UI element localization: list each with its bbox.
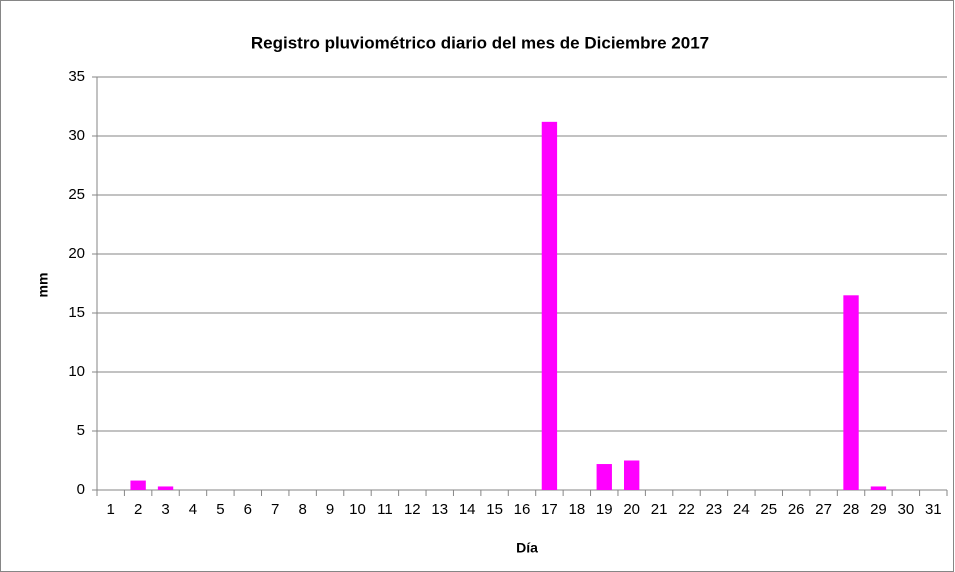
x-tick-label: 9: [326, 501, 334, 518]
y-tick-label: 0: [77, 481, 85, 498]
x-tick-label: 25: [760, 501, 777, 518]
y-tick-label: 25: [68, 186, 85, 203]
x-tick-label: 12: [404, 501, 421, 518]
x-tick-label: 16: [514, 501, 531, 518]
x-tick-label: 7: [271, 501, 279, 518]
x-tick-label: 13: [431, 501, 448, 518]
bar: [870, 486, 887, 490]
x-tick-label: 4: [189, 501, 197, 518]
x-tick-label: 14: [459, 501, 476, 518]
x-tick-label: 2: [134, 501, 142, 518]
y-tick-label: 30: [68, 127, 85, 144]
bar: [130, 480, 146, 490]
x-tick-label: 29: [870, 501, 887, 518]
x-tick-label: 11: [377, 501, 393, 518]
bar: [624, 460, 640, 490]
x-tick-label: 18: [568, 501, 585, 518]
y-tick-label: 15: [68, 304, 85, 321]
bar: [157, 486, 174, 490]
x-tick-label: 5: [216, 501, 224, 518]
x-tick-label: 28: [843, 501, 860, 518]
x-tick-label: 21: [651, 501, 668, 518]
y-tick-label: 10: [68, 363, 85, 380]
chart-title: Registro pluviométrico diario del mes de…: [251, 33, 709, 52]
x-tick-label: 31: [925, 501, 942, 518]
x-tick-label: 19: [596, 501, 613, 518]
bar: [596, 464, 612, 490]
x-tick-label: 3: [161, 501, 169, 518]
x-tick-label: 20: [623, 501, 640, 518]
bar: [541, 121, 558, 490]
x-axis-label: Día: [516, 540, 538, 556]
x-tick-label: 1: [107, 501, 115, 518]
x-tick-label: 15: [486, 501, 503, 518]
y-tick-label: 35: [68, 68, 85, 85]
y-axis-label: mm: [35, 273, 51, 298]
bar: [843, 295, 859, 490]
x-tick-label: 23: [706, 501, 723, 518]
x-tick-label: 6: [244, 501, 252, 518]
x-tick-label: 10: [349, 501, 366, 518]
y-tick-label: 5: [77, 422, 85, 439]
x-tick-label: 24: [733, 501, 750, 518]
y-tick-label: 20: [68, 245, 85, 262]
x-tick-label: 26: [788, 501, 805, 518]
x-tick-label: 8: [298, 501, 306, 518]
x-tick-label: 27: [815, 501, 832, 518]
x-tick-label: 22: [678, 501, 695, 518]
x-tick-label: 30: [898, 501, 915, 518]
x-tick-label: 17: [541, 501, 558, 518]
